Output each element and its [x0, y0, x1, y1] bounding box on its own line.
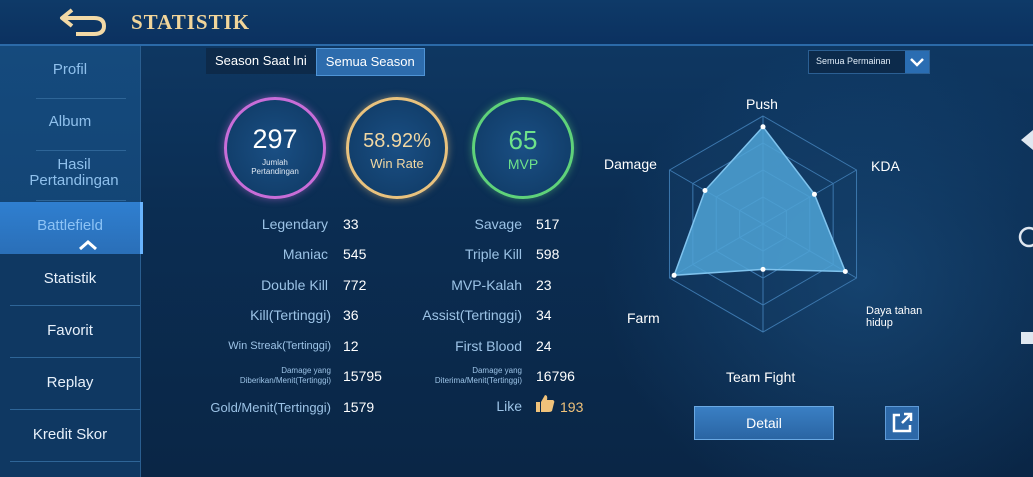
radar-chart	[668, 115, 858, 333]
mvp-value: 65	[508, 125, 538, 155]
stat-label: Win Streak(Tertinggi)	[228, 340, 331, 352]
thumbs-up-icon[interactable]	[535, 394, 555, 414]
radar-label-farm: Farm	[627, 310, 660, 326]
sidebar-divider	[36, 200, 126, 201]
mode-dropdown[interactable]: Semua Permainan	[808, 50, 930, 74]
stat-value: 598	[536, 246, 560, 262]
stat-value: 23	[536, 277, 552, 293]
stat-label: Damage yang Diberikan/Menit(Tertinggi)	[239, 366, 331, 385]
header-bar: STATISTIK	[0, 0, 1033, 46]
sidebar-divider	[10, 409, 140, 410]
detail-button[interactable]: Detail	[694, 406, 834, 440]
dropdown-selected: Semua Permainan	[816, 56, 891, 66]
stat-label: Assist(Tertinggi)	[422, 307, 522, 323]
winrate-circle: 58.92% Win Rate	[346, 97, 448, 199]
stat-value: 545	[343, 246, 367, 262]
stat-value: 12	[343, 338, 359, 354]
sidebar-item-battlefield-label: Battlefield	[37, 217, 103, 234]
sidebar-submenu: Statistik Favorit Replay Kredit Skor	[0, 254, 140, 477]
stat-value: 36	[343, 307, 359, 323]
stat-value: 15795	[343, 368, 382, 384]
winrate-label: Win Rate	[370, 156, 424, 171]
side-arrow-icon[interactable]	[1018, 130, 1033, 150]
stat-label: MVP-Kalah	[451, 277, 522, 293]
sidebar-divider	[10, 357, 140, 358]
radar-label-push: Push	[746, 96, 778, 112]
like-count: 193	[560, 399, 584, 415]
sidebar-item-album[interactable]: Album	[48, 113, 92, 130]
share-external-icon[interactable]	[885, 406, 919, 440]
stat-value: 24	[536, 338, 552, 354]
home-circle-icon[interactable]	[1016, 226, 1033, 248]
sidebar-divider	[10, 461, 140, 462]
sidebar-item-kredit-skor[interactable]: Kredit Skor	[32, 426, 108, 443]
sidebar-item-profil[interactable]: Profil	[52, 61, 88, 78]
matches-circle: 297 Jumlah Pertandingan	[224, 97, 326, 199]
stat-value: 34	[536, 307, 552, 323]
tab-semua-season[interactable]: Semua Season	[315, 48, 425, 76]
radar-points	[671, 124, 848, 278]
radar-point	[671, 272, 677, 278]
season-tabs: Season Saat Ini Semua Season	[206, 48, 425, 76]
stat-value: 772	[343, 277, 367, 293]
sidebar-item-favorit[interactable]: Favorit	[47, 322, 93, 339]
stat-label: Gold/Menit(Tertinggi)	[210, 400, 331, 415]
sidebar-item-battlefield[interactable]: Battlefield	[0, 202, 143, 254]
stat-value: 16796	[536, 368, 575, 384]
sidebar-divider	[10, 305, 140, 306]
page-title: STATISTIK	[131, 10, 251, 34]
radar-point	[702, 188, 708, 194]
radar-point	[760, 124, 766, 130]
matches-label: Jumlah Pertandingan	[251, 158, 299, 176]
winrate-value: 58.92%	[363, 130, 431, 152]
chevron-up-icon	[79, 240, 97, 250]
square-icon[interactable]	[1021, 332, 1033, 344]
sidebar-item-hasil-pertandingan[interactable]: Hasil Pertandingan	[29, 156, 119, 189]
stat-label: Damage yang Diterima/Menit(Tertinggi)	[434, 366, 522, 385]
radar-label-kda: KDA	[871, 158, 900, 174]
back-arrow-icon[interactable]	[58, 6, 110, 38]
sidebar-item-statistik[interactable]: Statistik	[43, 270, 97, 287]
sidebar-item-replay[interactable]: Replay	[46, 374, 94, 391]
stat-value: 33	[343, 216, 359, 232]
radar-label-damage: Damage	[604, 156, 657, 172]
stat-label: Kill(Tertinggi)	[250, 307, 331, 323]
stat-label: Legendary	[261, 216, 328, 232]
stat-label: Triple Kill	[464, 246, 522, 262]
stat-value: 1579	[343, 399, 375, 415]
tab-season-saat-ini[interactable]: Season Saat Ini	[206, 48, 316, 74]
chevron-down-icon[interactable]	[905, 51, 929, 73]
stat-label: Maniac	[282, 246, 328, 262]
radar-point	[811, 191, 817, 197]
radar-point	[842, 269, 848, 275]
stat-label: Double Kill	[261, 277, 328, 293]
stat-label: Savage	[474, 216, 522, 232]
sidebar-divider	[36, 98, 126, 99]
stat-value: 517	[536, 216, 560, 232]
stat-label: First Blood	[455, 338, 522, 354]
mvp-circle: 65 MVP	[472, 97, 574, 199]
sidebar-divider	[36, 150, 126, 151]
radar-point	[760, 266, 766, 272]
stat-label: Like	[496, 398, 522, 414]
radar-label-survival: Daya tahan hidup	[866, 305, 923, 329]
matches-value: 297	[252, 124, 298, 154]
mvp-label: MVP	[507, 156, 539, 172]
radar-label-team-fight: Team Fight	[726, 369, 796, 385]
